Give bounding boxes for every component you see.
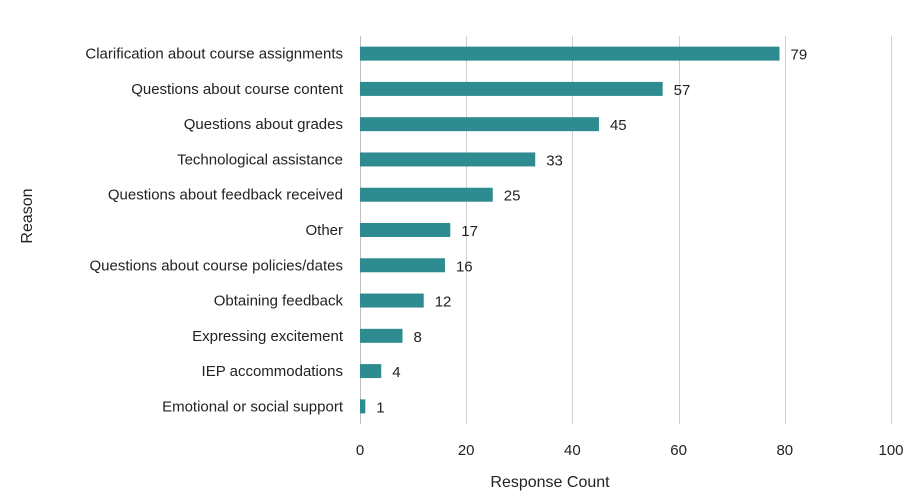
data-label: 8 (413, 329, 421, 346)
category-label: Questions about course content (131, 81, 344, 98)
category-label: Obtaining feedback (214, 293, 344, 310)
bar (360, 364, 382, 379)
bar (360, 293, 424, 308)
y-axis-title: Reason (19, 188, 36, 243)
category-label: Technological assistance (177, 151, 343, 168)
category-label: IEP accommodations (202, 363, 343, 380)
data-label: 79 (790, 47, 807, 64)
bar (360, 328, 403, 343)
x-tick-label: 20 (458, 442, 475, 459)
x-tick-labels: 0 20 40 60 80 100 (356, 442, 904, 459)
bar (360, 187, 493, 202)
data-labels: 79 57 45 33 25 17 16 12 8 4 1 (376, 47, 807, 417)
data-label: 33 (546, 152, 563, 169)
x-tick-label: 100 (878, 442, 903, 459)
category-label: Questions about feedback received (108, 187, 343, 204)
data-label: 1 (376, 399, 384, 416)
category-label: Emotional or social support (162, 398, 344, 415)
x-tick-label: 80 (776, 442, 793, 459)
bar (360, 117, 599, 132)
data-label: 12 (435, 294, 452, 311)
data-label: 45 (610, 117, 627, 134)
bar (360, 81, 663, 96)
x-tick-label: 60 (670, 442, 687, 459)
category-label: Expressing excitement (192, 328, 344, 345)
category-label: Other (305, 222, 343, 239)
bar (360, 223, 451, 237)
category-label: Clarification about course assignments (85, 46, 343, 63)
bars (360, 46, 780, 414)
category-label: Questions about grades (184, 116, 343, 133)
bar (360, 258, 445, 273)
bar (360, 46, 780, 61)
x-tick-label: 0 (356, 442, 364, 459)
bar (360, 152, 536, 167)
data-label: 4 (392, 364, 400, 381)
data-label: 17 (461, 223, 478, 240)
category-labels: Clarification about course assignments Qu… (85, 46, 343, 416)
data-label: 16 (456, 258, 473, 275)
x-tick-label: 40 (564, 442, 581, 459)
bar (360, 399, 366, 414)
x-axis-title: Response Count (490, 474, 610, 491)
category-label: Questions about course policies/dates (90, 257, 343, 274)
data-label: 57 (674, 82, 691, 99)
data-label: 25 (504, 188, 521, 205)
